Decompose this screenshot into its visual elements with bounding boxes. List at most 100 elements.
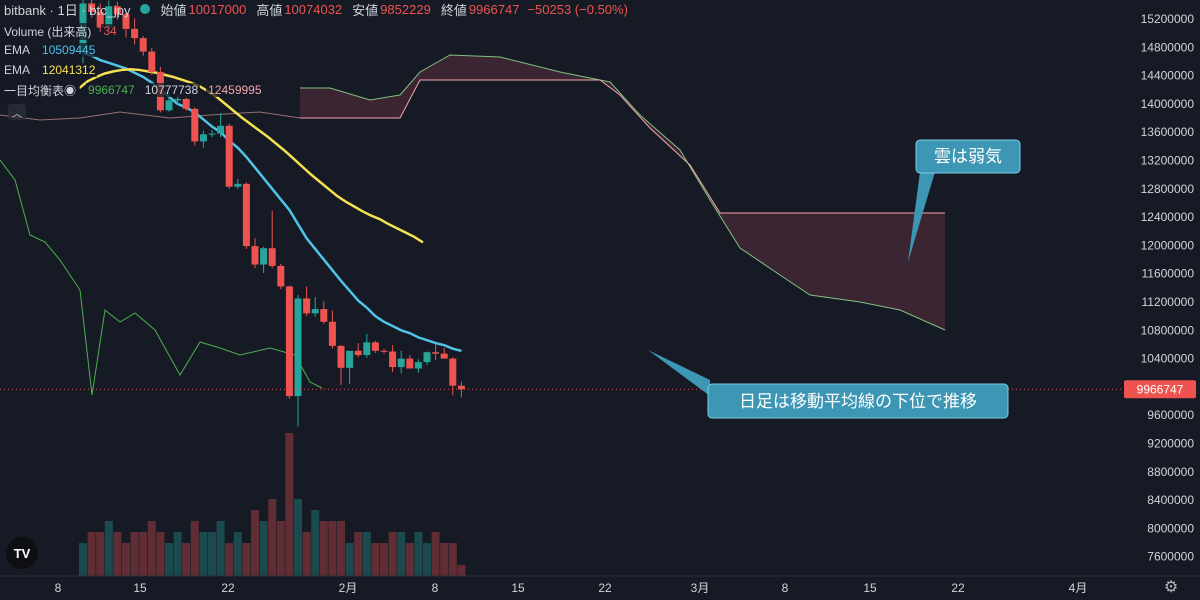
- date-tick-label: 22: [951, 581, 965, 595]
- date-tick-label: 8: [782, 581, 789, 595]
- volume-bar: [216, 521, 225, 576]
- candle-body: [191, 108, 199, 142]
- callout-pointer: [908, 172, 935, 262]
- candle-body: [131, 28, 139, 39]
- indicator-volume[interactable]: Volume (出来高) 34: [0, 22, 119, 40]
- indicator-ema-long[interactable]: EMA 12041312: [0, 61, 98, 79]
- low-label: 安値: [352, 2, 379, 18]
- volume-bar: [319, 521, 328, 576]
- volume-bar: [182, 543, 191, 576]
- candle-body: [165, 100, 173, 111]
- indicator-value: 34: [101, 24, 119, 38]
- candle-body: [182, 98, 190, 109]
- volume-bar: [113, 532, 122, 576]
- candle-body: [268, 248, 276, 266]
- volume-bar: [302, 532, 311, 576]
- indicator-value: 10509445: [40, 43, 98, 57]
- close-label: 終値: [440, 2, 467, 18]
- volume-bar: [345, 543, 354, 576]
- volume-bar: [251, 510, 259, 576]
- volume-bar: [173, 532, 182, 576]
- volume-bar: [130, 532, 139, 576]
- price-tick-label: 15200000: [1141, 12, 1195, 26]
- indicator-name: EMA: [0, 63, 35, 77]
- price-tick-label: 11200000: [1142, 295, 1195, 309]
- price-tick-label: 10800000: [1141, 323, 1195, 337]
- current-price-label: 9966747: [1137, 382, 1184, 396]
- candle-body: [285, 286, 293, 397]
- candle-body: [406, 358, 414, 369]
- volume-bar: [122, 543, 130, 576]
- open-label: 始値: [160, 2, 187, 18]
- volume-bar: [457, 565, 466, 576]
- symbol-title[interactable]: bitbank · 1日 · btc_jpy: [4, 2, 131, 18]
- date-tick-label: 22: [598, 581, 612, 595]
- low-value: 9852229: [380, 1, 431, 17]
- senkou-span-b-line: [300, 79, 945, 214]
- volume-bar: [431, 532, 440, 576]
- open-value: 10017000: [188, 1, 247, 17]
- indicator-ema-short[interactable]: EMA 10509445: [0, 41, 98, 59]
- price-tick-label: 9200000: [1147, 437, 1194, 451]
- candle-body: [389, 351, 397, 368]
- indicator-ichimoku[interactable]: 一目均衡表◉ 9966747 10777738 12459995: [0, 81, 264, 99]
- candle-body: [303, 298, 311, 314]
- callout-box-cloud: [915, 139, 1021, 174]
- axis-layer: 15200000 14800000 14400000 14000000 13600000…: [0, 12, 1200, 595]
- volume-layer: [79, 433, 466, 576]
- volume-bar: [337, 521, 345, 576]
- volume-bar: [104, 521, 113, 576]
- indicator-value: 12041312: [40, 63, 98, 77]
- volume-bar: [208, 532, 216, 576]
- current-price-badge: [1124, 380, 1196, 399]
- candle-body: [260, 248, 268, 265]
- ichimoku-cloud-layer: [0, 54, 946, 396]
- volume-bar: [225, 543, 234, 576]
- volume-bar: [147, 521, 156, 576]
- callout-pointer: [648, 350, 710, 396]
- callout-text-cloud: 雲は弱気: [934, 147, 1002, 166]
- date-tick-label: 15: [863, 581, 877, 595]
- collapse-legend-icon[interactable]: ︿: [8, 104, 26, 120]
- callout-text-daily: 日足は移動平均線の下位で推移: [739, 392, 977, 411]
- close-value: 9966747: [468, 1, 520, 17]
- date-tick-label: 8: [432, 581, 439, 595]
- volume-bar: [190, 521, 199, 576]
- gear-icon[interactable]: ⚙: [1163, 579, 1179, 596]
- tradingview-logo[interactable]: TV: [6, 537, 38, 569]
- indicator-lines-layer: [78, 51, 462, 353]
- senkou-span-b-line: [0, 111, 301, 121]
- candle-body: [148, 51, 156, 73]
- volume-bar: [362, 532, 371, 576]
- candle-body: [346, 350, 354, 368]
- volume-bar: [233, 532, 242, 576]
- volume-bar: [388, 532, 397, 576]
- candle-body: [363, 342, 371, 356]
- indicator-value: 10777738: [142, 83, 201, 97]
- date-tick-label: 8: [55, 581, 62, 595]
- price-tick-label: 12800000: [1141, 182, 1195, 196]
- candle-body: [328, 321, 336, 346]
- volume-bar: [79, 543, 87, 576]
- date-tick-label: 15: [511, 581, 525, 595]
- date-tick-label: 22: [221, 581, 235, 595]
- volume-bar: [156, 532, 165, 576]
- senkou-span-a-line: [300, 54, 946, 331]
- candle-body: [294, 298, 302, 397]
- candle-body: [105, 6, 113, 28]
- candle-body: [397, 358, 405, 368]
- candle-body: [122, 14, 130, 29]
- volume-bar: [397, 532, 406, 576]
- candle-body: [320, 309, 328, 322]
- price-tick-label: 14000000: [1141, 97, 1195, 111]
- candle-body: [380, 350, 388, 352]
- price-tick-label: 8400000: [1147, 493, 1194, 507]
- date-tick-label: 3月: [691, 581, 710, 595]
- candle-body: [311, 309, 319, 314]
- ichimoku-cloud-fill: [300, 55, 945, 330]
- indicator-value: 9966747: [86, 83, 137, 97]
- volume-bar: [354, 532, 363, 576]
- candle-body: [234, 183, 242, 187]
